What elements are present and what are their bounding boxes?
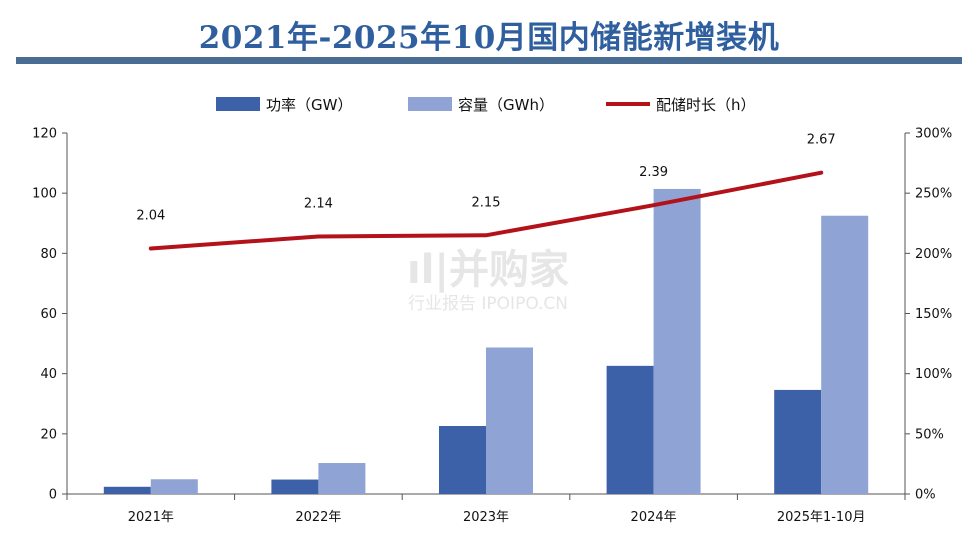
power-bar bbox=[103, 486, 151, 494]
y-right-tick-label: 50% bbox=[915, 427, 944, 442]
legend-label-duration: 配储时长（h） bbox=[656, 96, 756, 114]
x-tick-label: 2021年 bbox=[128, 510, 174, 525]
y-right-tick-label: 300% bbox=[915, 127, 952, 142]
capacity-bar bbox=[653, 188, 701, 494]
duration-data-label: 2.15 bbox=[472, 195, 501, 210]
axes: 0 20 40 60 80 100 120 0% 50% 100% 150% 200% 250% 300%… bbox=[32, 127, 952, 526]
y-left-tick-label: 40 bbox=[40, 367, 57, 382]
capacity-bar bbox=[821, 215, 869, 494]
duration-line-series: 2.04 2.14 2.15 2.39 2.67 bbox=[136, 133, 836, 251]
duration-data-label: 2.04 bbox=[136, 209, 165, 224]
y-right-tick-label: 0% bbox=[915, 488, 936, 503]
y-left-tick-label: 80 bbox=[40, 247, 57, 262]
power-bar bbox=[606, 365, 654, 494]
legend-swatch-power bbox=[216, 97, 260, 111]
bars bbox=[103, 188, 869, 494]
watermark: ıl|并购家 行业报告 IPOIPO.CN bbox=[407, 247, 569, 314]
y-right-tick-label: 100% bbox=[915, 367, 952, 382]
x-tick-label: 2024年 bbox=[631, 510, 677, 525]
power-bar bbox=[439, 426, 486, 494]
x-tick-label: 2025年1-10月 bbox=[777, 510, 866, 525]
y-right-tick-label: 150% bbox=[915, 307, 952, 322]
legend: 功率（GW） 容量（GWh） 配储时长（h） bbox=[216, 96, 756, 114]
legend-label-power: 功率（GW） bbox=[266, 96, 352, 114]
y-right-tick-label: 200% bbox=[915, 247, 952, 262]
duration-data-label: 2.39 bbox=[639, 165, 668, 180]
legend-label-capacity: 容量（GWh） bbox=[458, 96, 554, 114]
y-left-tick-label: 120 bbox=[32, 127, 57, 142]
capacity-bar bbox=[150, 479, 198, 494]
page-title: 2021年-2025年10月国内储能新增装机 bbox=[198, 20, 780, 56]
watermark-site-text: 行业报告 IPOIPO.CN bbox=[408, 294, 568, 314]
power-bar bbox=[271, 479, 319, 494]
y-left-tick-label: 100 bbox=[32, 187, 57, 202]
power-bar bbox=[774, 389, 822, 494]
duration-line bbox=[148, 170, 824, 251]
x-tick-label: 2022年 bbox=[295, 510, 341, 525]
duration-data-label: 2.14 bbox=[304, 196, 333, 211]
x-tick-label: 2023年 bbox=[463, 510, 509, 525]
y-left-tick-label: 20 bbox=[40, 427, 57, 442]
capacity-bar bbox=[486, 347, 533, 494]
y-left-tick-label: 0 bbox=[49, 488, 57, 503]
title-divider bbox=[16, 57, 962, 64]
y-right-tick-label: 250% bbox=[915, 187, 952, 202]
capacity-bar bbox=[318, 463, 366, 494]
duration-data-label: 2.67 bbox=[807, 133, 836, 148]
y-left-tick-label: 60 bbox=[40, 307, 57, 322]
watermark-logo-text: ıl|并购家 bbox=[407, 247, 569, 294]
legend-swatch-capacity bbox=[408, 97, 452, 111]
